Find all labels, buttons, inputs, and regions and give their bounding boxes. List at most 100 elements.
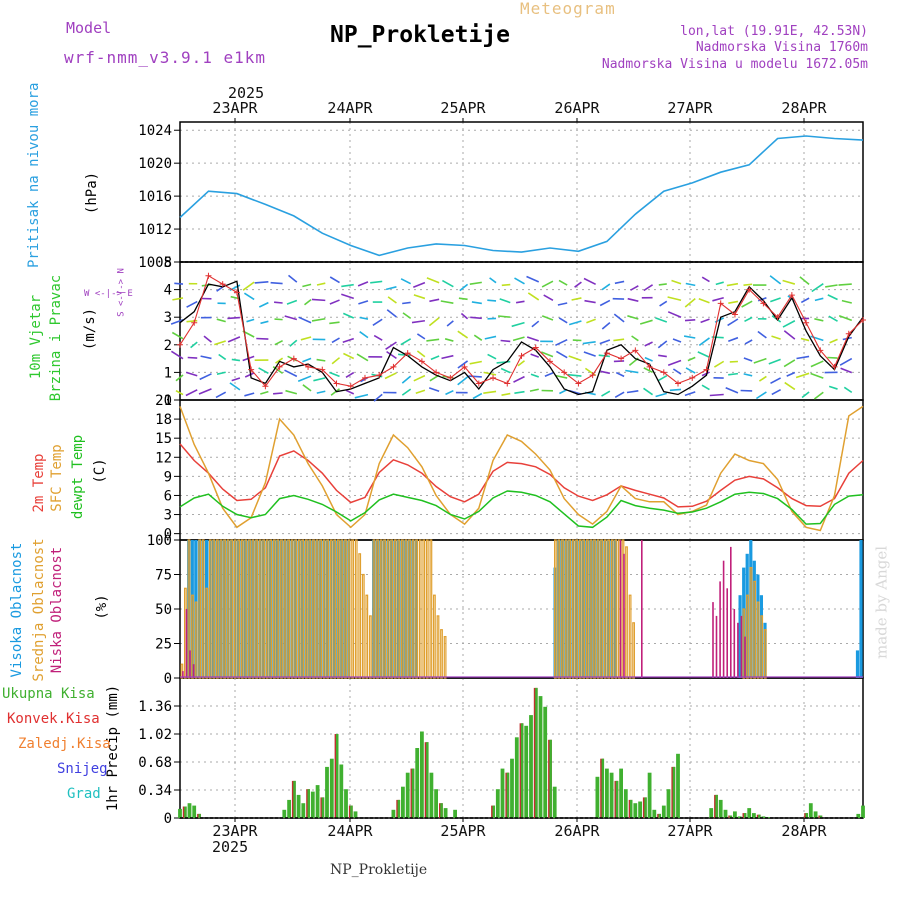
wind-gust-point xyxy=(703,366,710,373)
wind-arrow xyxy=(800,297,810,304)
wind-arrow xyxy=(529,388,539,392)
wind-arrow xyxy=(555,374,568,379)
wind-gust-point xyxy=(290,355,297,362)
wind-arrow xyxy=(583,277,597,286)
cloud-high-bar xyxy=(290,540,294,678)
cloud-low-bar xyxy=(744,636,746,678)
wind-arrow xyxy=(400,338,412,346)
precip-bar xyxy=(813,811,818,818)
wind-arrow xyxy=(242,281,255,291)
cloud-mid-bar xyxy=(397,539,401,679)
y-tick-label: 4 xyxy=(164,283,172,299)
cloud-mid-bar xyxy=(614,539,618,679)
wind-arrow xyxy=(331,337,340,344)
wind-arrow xyxy=(416,350,426,358)
cloud-mid-bar xyxy=(422,539,426,679)
cloud-mid-bar xyxy=(208,539,212,679)
wind-arrow xyxy=(687,356,696,362)
wind-arrow xyxy=(810,372,824,379)
cloud-mid-bar xyxy=(632,622,635,679)
wind-arrow xyxy=(514,277,525,285)
wind-gust-point xyxy=(675,380,682,387)
cloud-mid-bar xyxy=(351,539,354,679)
wind-arrow xyxy=(672,368,682,375)
cloud-mid-bar xyxy=(433,594,436,679)
wind-arrow xyxy=(701,371,710,377)
cloud-mid-bar xyxy=(763,629,767,679)
cloud-high-bar xyxy=(859,540,863,678)
cloud-high-bar xyxy=(283,540,287,678)
wind-arrow xyxy=(342,337,355,344)
cloud-mid-bar xyxy=(301,539,305,679)
wind-arrow xyxy=(300,336,312,341)
wind-arrow xyxy=(658,375,668,382)
cloud-low-bar xyxy=(619,540,622,678)
day-label-top: 23APR xyxy=(212,99,258,117)
wind-arrow xyxy=(555,338,568,347)
wind-gust-point xyxy=(490,374,497,381)
wind-arrow xyxy=(801,391,810,399)
wind-arrow xyxy=(402,301,411,305)
wind-arrow xyxy=(613,313,625,323)
wind-arrow xyxy=(669,388,682,392)
precip-bar xyxy=(434,789,438,818)
wind-arrow xyxy=(227,336,241,343)
chart-title: NP_Prokletije xyxy=(330,22,511,48)
wind-arrow xyxy=(782,279,796,285)
cloud-mid-bar xyxy=(198,539,202,679)
wind-arrow xyxy=(386,309,397,318)
wind-arrow xyxy=(500,339,511,343)
wind-arrow xyxy=(811,283,824,293)
precip-bar xyxy=(761,816,766,818)
wind-arrow xyxy=(484,335,497,340)
precip-bar xyxy=(315,785,320,818)
precip-bar xyxy=(595,776,600,818)
wind-arrow xyxy=(684,318,696,322)
y-tick-label: 2 xyxy=(164,338,172,354)
cloud-bars xyxy=(180,539,863,679)
cloud-high-bar xyxy=(407,540,411,678)
wind-arrow xyxy=(284,369,298,378)
cloud-mid-bar xyxy=(404,539,408,679)
wind-arrow xyxy=(541,351,554,358)
wind-arrow xyxy=(428,317,440,327)
wind-arrow xyxy=(531,320,540,328)
wind-arrow xyxy=(771,388,782,396)
y-tick-label: 12 xyxy=(155,450,172,466)
wind-arrow xyxy=(685,282,696,287)
wind-arrow xyxy=(215,391,227,399)
precip-bar xyxy=(310,791,315,818)
wind-arrow xyxy=(527,292,540,301)
wind-arrow xyxy=(600,370,611,375)
wind-arrow xyxy=(214,340,226,346)
cloud-high-bar xyxy=(215,540,219,678)
cloud-mid-bar xyxy=(568,539,571,679)
precip-bar-total xyxy=(715,794,718,818)
wind-arrow xyxy=(342,312,355,319)
wind-arrow xyxy=(190,341,198,349)
cloud-low-bar xyxy=(712,602,714,678)
wind-arrow xyxy=(658,354,667,358)
wind-gust-point xyxy=(219,281,226,288)
wind-arrow xyxy=(359,331,369,339)
wind-gust-point xyxy=(532,344,539,351)
legend-hail: Grad xyxy=(67,786,101,802)
wind-arrow xyxy=(186,319,198,323)
cloud-mid-bar xyxy=(625,546,628,679)
wind-arrow xyxy=(186,300,198,308)
precip-bar-total xyxy=(307,789,310,818)
wind-arrow xyxy=(599,299,611,307)
precip-bar-total xyxy=(805,813,808,818)
cloud-mid-bar xyxy=(753,580,756,679)
wind-arrow xyxy=(601,283,611,291)
precip-bar xyxy=(609,772,614,818)
wind-gust-point xyxy=(191,319,198,326)
precip-bar xyxy=(676,753,680,818)
wind-arrow xyxy=(231,358,241,362)
footer-title: NP_Prokletije xyxy=(330,862,428,878)
wind-arrow xyxy=(356,353,369,362)
legend-snow: Snijeg xyxy=(57,761,108,777)
precip-bar-total xyxy=(535,687,538,818)
cloud-mid-bar xyxy=(337,539,340,679)
wind-gust-point xyxy=(746,286,753,293)
